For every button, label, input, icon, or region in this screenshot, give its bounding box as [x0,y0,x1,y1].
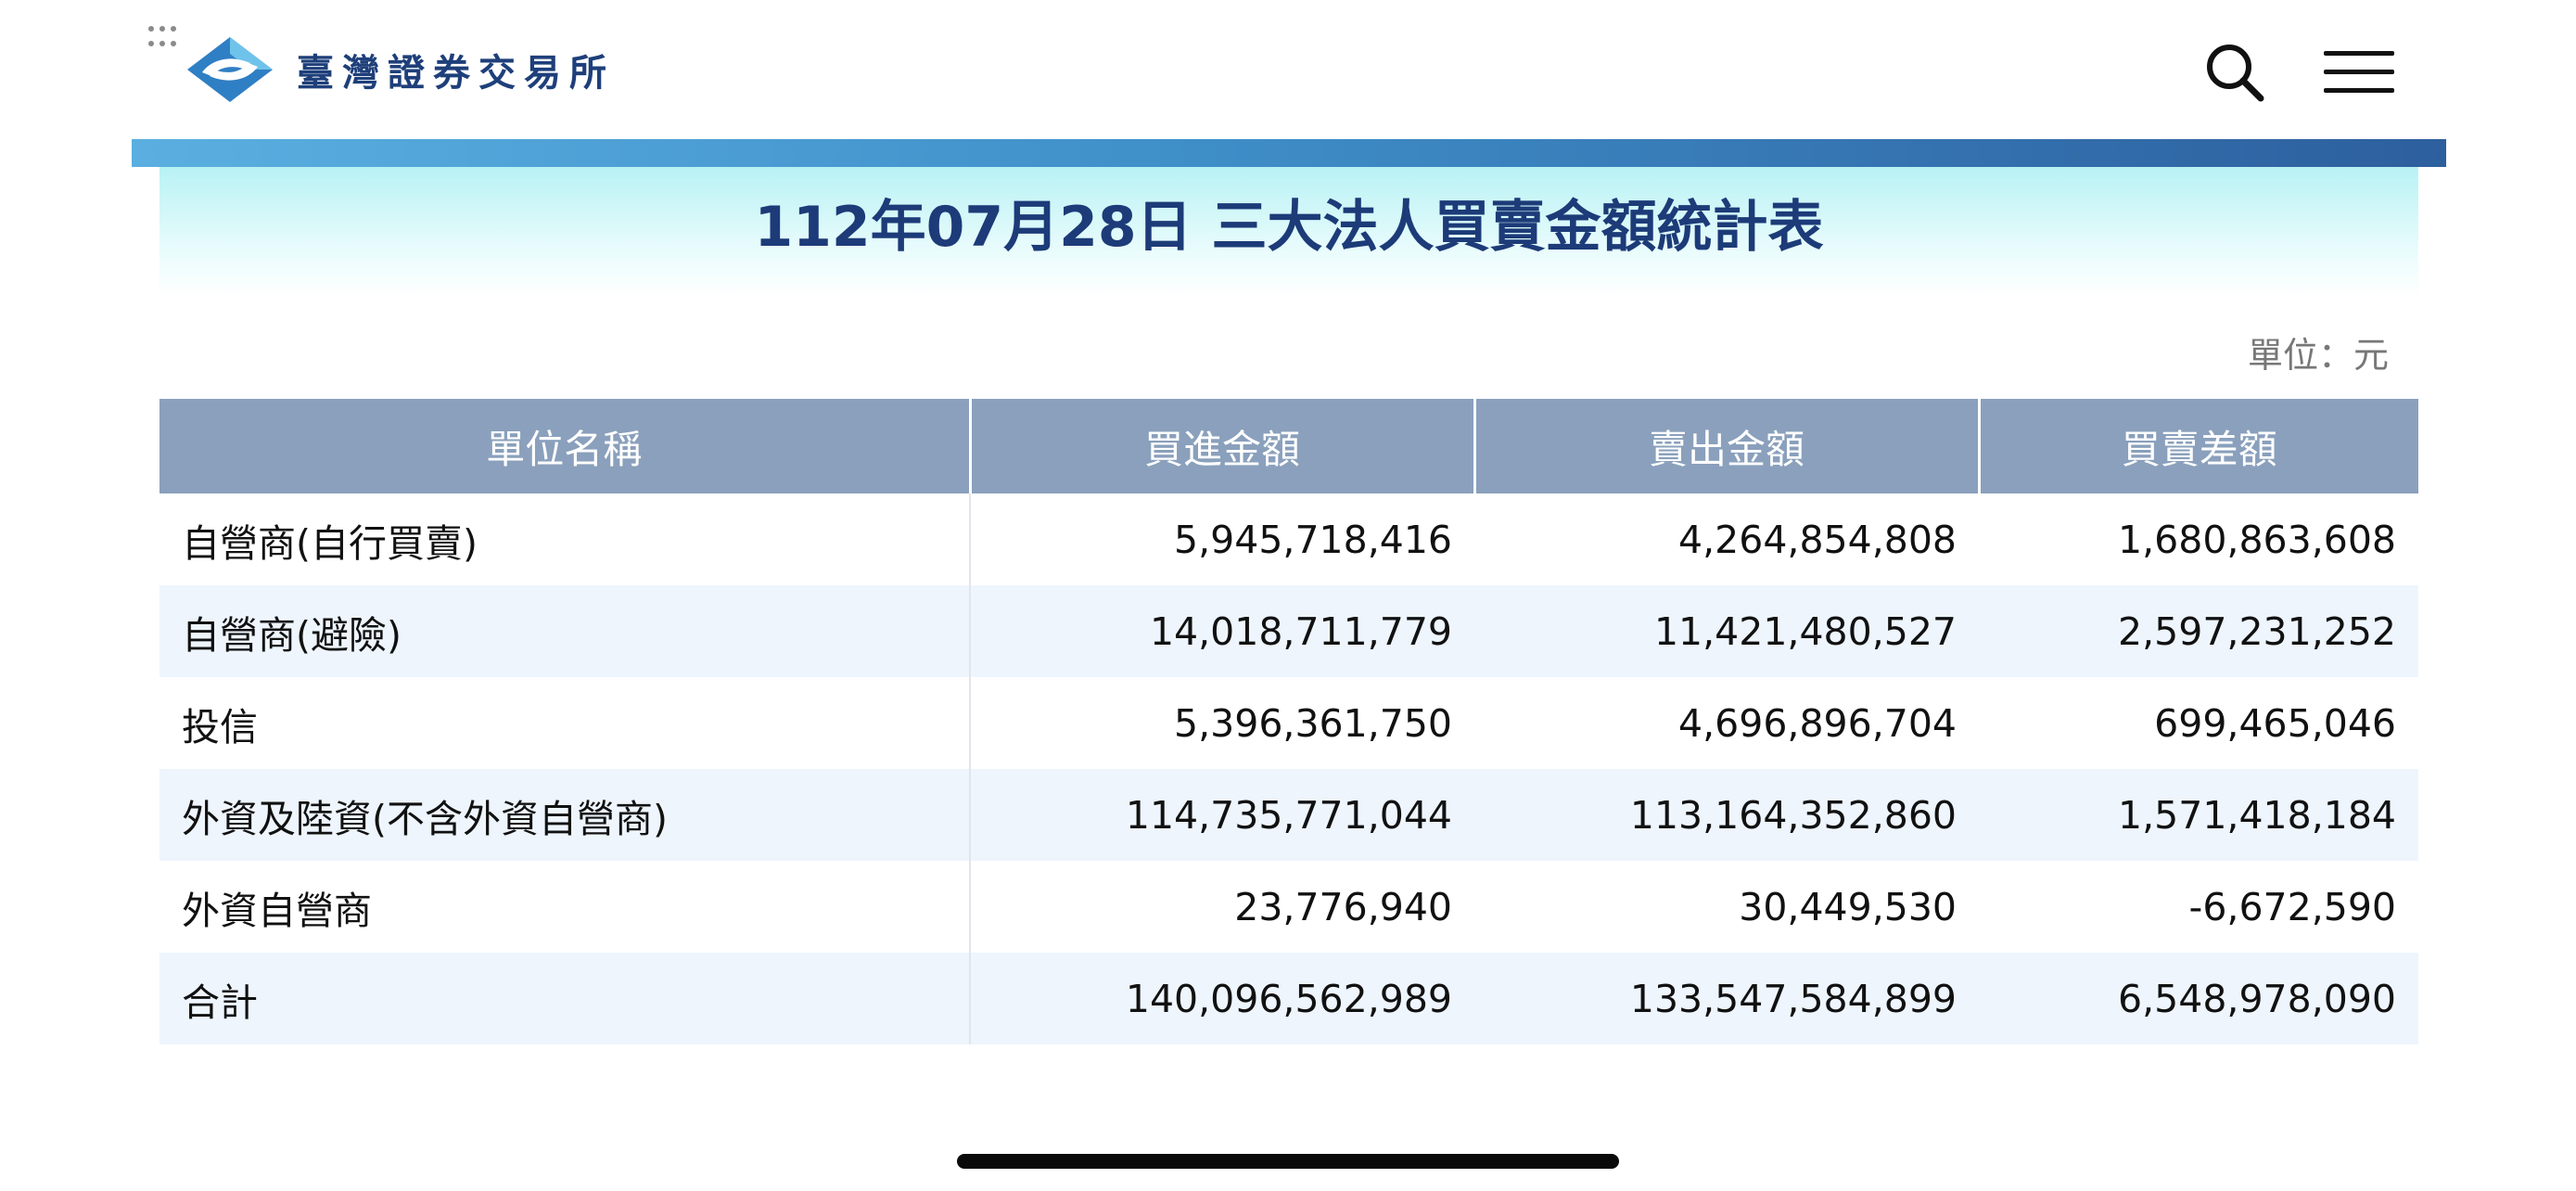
table-row: 投信 5,396,361,750 4,696,896,704 699,465,0… [159,677,2418,769]
row-buy-amount: 5,396,361,750 [1174,700,1452,746]
row-buy-amount: 14,018,711,779 [970,585,1474,677]
row-buy-amount: 140,096,562,989 [970,953,1474,1044]
row-buy-amount: 23,776,940 [1234,884,1452,929]
row-diff-amount: 699,465,046 [2154,700,2396,746]
twse-logo-icon [187,37,273,102]
row-sell-amount: 4,264,854,808 [1678,517,1957,562]
column-header-buy: 買進金額 [970,399,1476,493]
site-logo[interactable]: 臺灣證券交易所 [185,35,615,104]
search-button[interactable] [2201,39,2268,106]
row-name: 自營商(自行買賣) [159,493,971,585]
row-buy-amount: 114,735,771,044 [970,769,1474,861]
column-header-sell: 賣出金額 [1474,399,1981,493]
search-icon [2207,45,2264,102]
row-diff-amount: -6,672,590 [2188,884,2396,929]
row-sell-amount: 11,421,480,527 [1474,585,1979,677]
table-row-total: 合計 140,096,562,989 133,547,584,899 6,548… [159,953,2418,1044]
row-sell-amount: 113,164,352,860 [1474,769,1979,861]
header-accent-bar [132,139,2446,167]
unit-label: 單位：元 [2247,335,2389,376]
row-buy-amount: 5,945,718,416 [1174,517,1452,562]
institutional-trading-table: 單位名稱 買進金額 賣出金額 買賣差額 自營商(自行買賣) 5,945,718,… [159,399,2418,1044]
row-name: 合計 [159,953,971,1044]
row-name: 投信 [159,677,971,769]
table-header-row: 單位名稱 買進金額 賣出金額 買賣差額 [159,399,2418,493]
row-name: 自營商(避險) [159,585,971,677]
column-header-diff: 買賣差額 [1979,399,2418,493]
title-band [159,167,2418,297]
row-sell-amount: 133,547,584,899 [1474,953,1979,1044]
page-title: 112年07月28日 三大法人買賣金額統計表 [754,195,1824,260]
row-diff-amount: 1,680,863,608 [2118,517,2396,562]
row-sell-amount: 30,449,530 [1739,884,1957,929]
row-sell-amount: 4,696,896,704 [1678,700,1957,746]
window-grip-dots-icon[interactable] [148,26,180,50]
column-header-name: 單位名稱 [159,399,972,493]
row-diff-amount: 6,548,978,090 [1979,953,2418,1044]
table-row: 外資及陸資(不含外資自營商) 114,735,771,044 113,164,3… [159,769,2418,861]
row-diff-amount: 2,597,231,252 [1979,585,2418,677]
hamburger-menu-icon [2324,51,2394,93]
row-name: 外資自營商 [159,861,971,953]
site-logo-text: 臺灣證券交易所 [297,52,615,95]
row-name: 外資及陸資(不含外資自營商) [159,769,971,861]
table-row: 外資自營商 23,776,940 30,449,530 -6,672,590 [159,861,2418,953]
menu-button[interactable] [2322,39,2396,106]
table-row: 自營商(避險) 14,018,711,779 11,421,480,527 2,… [159,585,2418,677]
table-row: 自營商(自行買賣) 5,945,718,416 4,264,854,808 1,… [159,493,2418,585]
home-indicator[interactable] [957,1154,1619,1169]
row-diff-amount: 1,571,418,184 [1979,769,2418,861]
